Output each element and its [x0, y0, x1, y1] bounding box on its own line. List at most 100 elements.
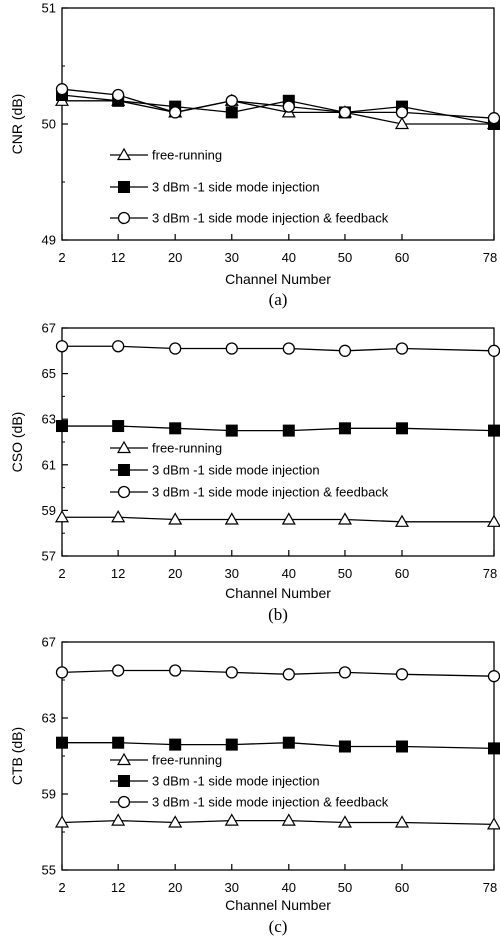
- series-3: [55, 664, 500, 683]
- y-tick-label: 65: [42, 366, 56, 381]
- data-point: [395, 740, 408, 753]
- data-point: [395, 342, 409, 355]
- series-line: [61, 819, 495, 826]
- x-tick-label: 2: [58, 880, 65, 895]
- data-point: [282, 342, 295, 355]
- x-tick-label: 12: [111, 880, 125, 895]
- data-point: [224, 512, 239, 525]
- data-point: [54, 815, 70, 828]
- data-point: [337, 512, 352, 525]
- data-point: [56, 420, 68, 433]
- legend-entry: free-running: [152, 148, 222, 163]
- x-tick-label: 78: [483, 880, 497, 895]
- data-point: [487, 670, 500, 683]
- data-point: [282, 424, 295, 437]
- x-tick-label: 50: [338, 566, 352, 581]
- x-tick-label: 60: [395, 250, 409, 265]
- data-point: [486, 817, 500, 830]
- x-tick-label: 20: [168, 250, 182, 265]
- data-point: [487, 344, 500, 357]
- data-point: [225, 424, 238, 437]
- x-tick-label: 78: [483, 566, 497, 581]
- data-point: [225, 342, 238, 355]
- data-point: [224, 813, 239, 826]
- chart-panel-1: 49 50 51 2 12 20 30 40 50 60 78 Channel Number CNR (…: [9, 1, 500, 309]
- series-1: [54, 510, 500, 527]
- data-point: [338, 666, 352, 679]
- data-point: [225, 666, 238, 679]
- y-tick-label: 57: [42, 549, 56, 564]
- data-point: [112, 736, 125, 749]
- data-point: [169, 422, 182, 435]
- data-point: [169, 106, 182, 119]
- legend-marker: [118, 775, 130, 787]
- legend-marker: [117, 211, 131, 225]
- legend: free-running 3 dBm -1 side mode injection…: [110, 753, 389, 810]
- data-point: [55, 666, 69, 679]
- x-tick-label: 20: [168, 566, 182, 581]
- legend-entry: 3 dBm -1 side mode injection & feedback: [152, 795, 389, 810]
- data-point: [112, 664, 125, 677]
- data-point: [111, 813, 126, 826]
- panel-label: (a): [269, 290, 288, 309]
- y-tick-label: 67: [42, 321, 56, 336]
- data-point: [55, 340, 69, 353]
- series-line: [62, 516, 494, 523]
- series-line: [62, 345, 495, 352]
- y-tick-label: 61: [42, 457, 56, 472]
- data-point: [282, 100, 295, 113]
- data-point: [169, 664, 182, 677]
- x-tick-label: 30: [225, 880, 239, 895]
- x-tick-label: 20: [168, 880, 182, 895]
- y-tick-label: 55: [42, 863, 56, 878]
- data-point: [112, 420, 125, 433]
- data-point: [395, 422, 408, 435]
- x-tick-label: 30: [225, 250, 239, 265]
- x-axis-label: Channel Number: [225, 585, 331, 601]
- data-point: [168, 815, 183, 828]
- data-point: [486, 514, 500, 527]
- legend-marker: [116, 752, 132, 766]
- panel-label: (c): [269, 917, 288, 936]
- chart-panel-3: 55 59 63 67 2 12 20 30 40 50 60 78 Channel Number CTB…: [9, 635, 500, 936]
- legend-entry: 3 dBm -1 side mode injection & feedback: [152, 211, 389, 226]
- x-axis-label: Channel Number: [225, 271, 331, 287]
- x-tick-label: 40: [282, 250, 296, 265]
- series-line: [61, 669, 495, 677]
- series-line: [62, 425, 495, 432]
- x-tick-label: 40: [282, 566, 296, 581]
- y-tick-label: 59: [42, 503, 56, 518]
- y-tick-label: 59: [42, 787, 56, 802]
- data-point: [281, 813, 296, 826]
- plot-frame: [61, 641, 495, 871]
- x-tick-label: 60: [395, 566, 409, 581]
- data-point: [282, 668, 295, 681]
- x-tick-label: 12: [111, 250, 125, 265]
- x-tick-label: 78: [483, 250, 497, 265]
- data-point: [111, 510, 126, 523]
- data-point: [337, 815, 352, 828]
- panel-label: (b): [268, 605, 288, 624]
- data-point: [56, 736, 68, 749]
- data-point: [169, 738, 182, 751]
- y-axis-label: CTB (dB): [9, 727, 25, 785]
- series-line: [61, 88, 495, 119]
- data-point: [225, 738, 238, 751]
- y-axis-label: CNR (dB): [9, 94, 25, 155]
- legend: free-running 3 dBm -1 side mode injection…: [110, 441, 389, 500]
- legend: free-running 3 dBm -1 side mode injection…: [110, 148, 389, 226]
- y-axis-label: CSO (dB): [9, 412, 25, 473]
- data-point: [225, 94, 238, 107]
- data-point: [488, 424, 500, 437]
- data-point: [395, 106, 409, 119]
- series-line: [61, 94, 495, 125]
- y-tick-label: 50: [42, 117, 56, 132]
- series-1: [54, 813, 500, 830]
- data-point: [394, 116, 410, 130]
- legend-marker: [118, 464, 130, 476]
- x-tick-label: 12: [111, 566, 125, 581]
- data-point: [338, 106, 352, 119]
- data-point: [338, 422, 351, 435]
- series-line: [62, 742, 495, 750]
